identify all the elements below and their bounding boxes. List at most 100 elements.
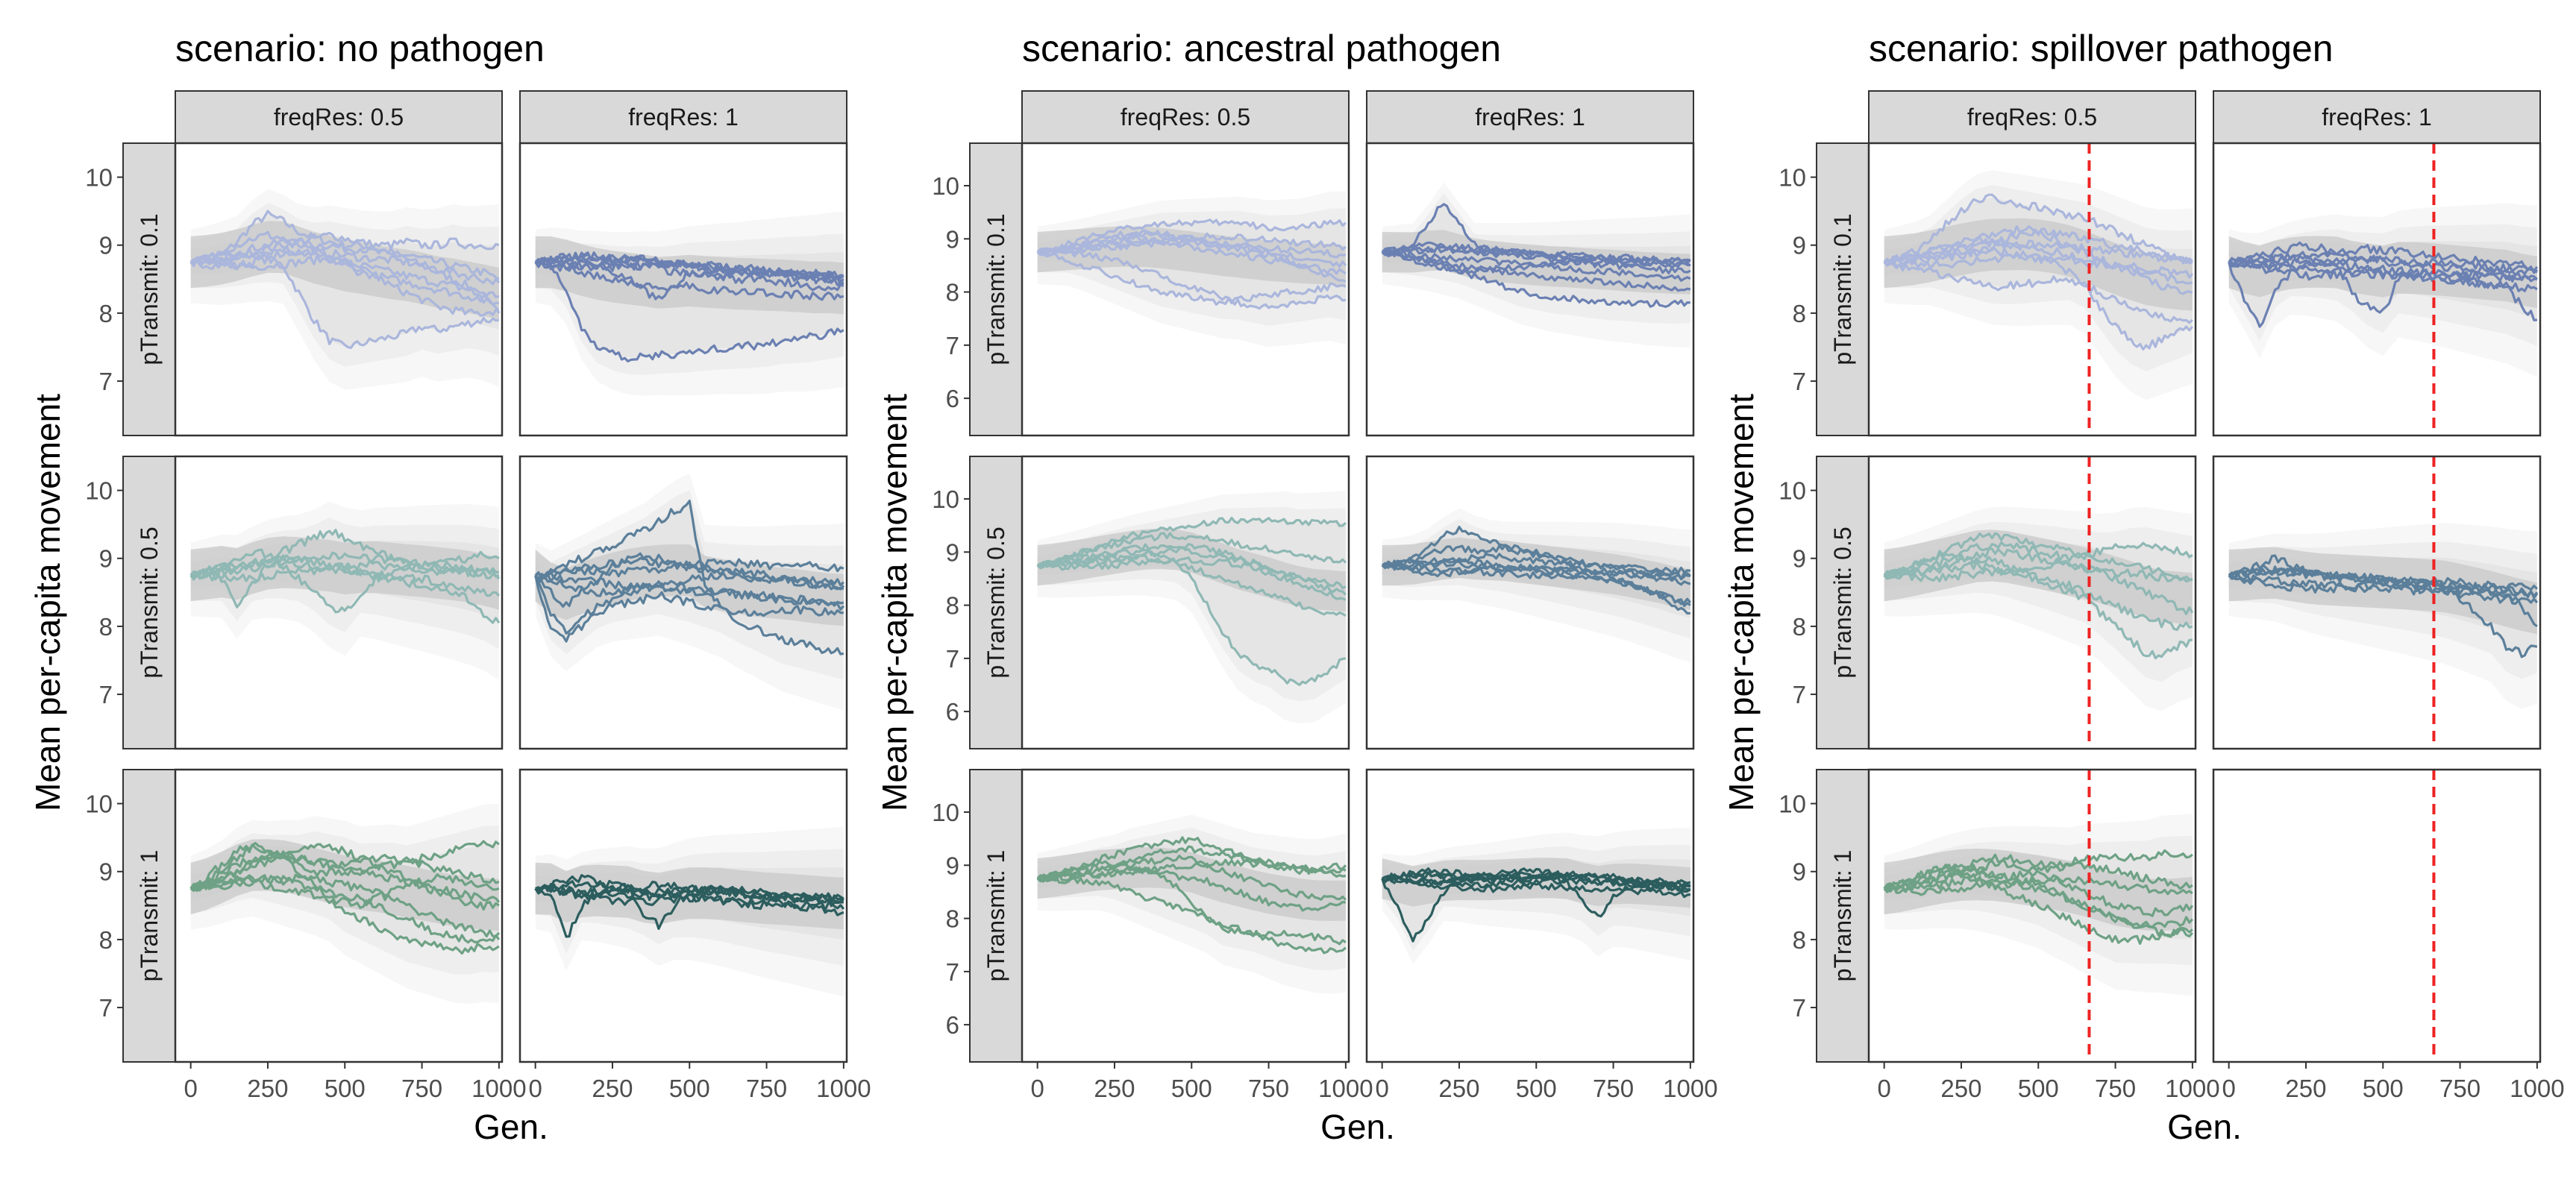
panel-border xyxy=(1365,455,1695,750)
panel-border xyxy=(518,142,848,437)
series-line xyxy=(1382,562,1690,615)
y-tick-label: 8 xyxy=(946,592,959,620)
col-strip-label: freqRes: 0.5 xyxy=(1967,104,2097,131)
x-tick-label: 0 xyxy=(1030,1075,1044,1102)
x-tick-label: 500 xyxy=(1516,1075,1557,1102)
panel-data xyxy=(1883,506,2194,711)
core-ribbon xyxy=(1037,528,1346,612)
row-strip xyxy=(1816,769,1870,1063)
y-tick-label: 6 xyxy=(946,1011,959,1039)
series-line xyxy=(189,850,500,890)
series-line xyxy=(189,560,500,582)
y-tick-label: 8 xyxy=(99,300,113,327)
row-strip-label: pTransmit: 0.1 xyxy=(983,213,1009,365)
col-strip-label: freqRes: 0.5 xyxy=(1121,104,1250,131)
row-strip xyxy=(122,142,176,436)
y-tick-label: 8 xyxy=(99,926,113,954)
row-strip xyxy=(1816,456,1870,749)
panel-data xyxy=(2228,523,2539,709)
y-tick-label: 9 xyxy=(946,225,959,253)
panel xyxy=(1021,142,1350,437)
series-line xyxy=(1036,230,1347,283)
x-tick-label: 250 xyxy=(1438,1075,1479,1102)
series-line xyxy=(1382,557,1691,581)
row-strip xyxy=(122,456,176,749)
panel-background xyxy=(2213,770,2540,1062)
series-line xyxy=(1883,227,2194,265)
series-line xyxy=(1883,560,2193,582)
panel-border xyxy=(174,142,504,437)
row-strip-label: pTransmit: 1 xyxy=(136,850,163,982)
panel-data xyxy=(189,803,501,1004)
panel-border xyxy=(1021,455,1350,750)
y-tick-label: 10 xyxy=(1779,477,1806,505)
panel-data xyxy=(1036,491,1347,724)
x-tick-label: 500 xyxy=(2363,1075,2404,1102)
panel-border xyxy=(1021,768,1350,1063)
panel-background xyxy=(175,456,502,749)
series-line xyxy=(1884,247,2194,279)
series-line xyxy=(534,574,845,611)
panel xyxy=(1021,455,1350,750)
y-tick-label: 7 xyxy=(99,681,113,708)
col-strip xyxy=(519,90,847,144)
series-line xyxy=(1037,532,1347,568)
series-line xyxy=(189,873,501,938)
series-line xyxy=(534,557,844,587)
y-tick-label: 8 xyxy=(99,613,113,641)
col-strip-label: freqRes: 1 xyxy=(2322,104,2432,131)
y-tick-label: 7 xyxy=(946,958,959,986)
x-tick-label: 0 xyxy=(1375,1075,1388,1102)
y-axis-title: Mean per-capita movement xyxy=(28,394,67,811)
y-axis-title: Mean per-capita movement xyxy=(875,394,914,811)
series-line xyxy=(2228,253,2537,314)
series-line xyxy=(1883,250,2194,350)
series-line xyxy=(1381,875,1691,899)
panel-data xyxy=(534,826,845,997)
y-tick-label: 8 xyxy=(1793,613,1806,641)
y-tick-label: 10 xyxy=(1779,790,1806,818)
series-line xyxy=(1036,232,1347,254)
y-tick-label: 8 xyxy=(946,279,959,306)
x-tick-label: 500 xyxy=(325,1075,366,1102)
series-line xyxy=(1382,559,1691,586)
x-tick-label: 0 xyxy=(1877,1075,1890,1102)
x-tick-label: 750 xyxy=(746,1075,787,1102)
x-tick-label: 1000 xyxy=(2510,1075,2564,1102)
y-tick-label: 9 xyxy=(946,852,959,879)
x-tick-label: 1000 xyxy=(1318,1075,1373,1102)
plots-layer: scenario: no pathogen freqRes: 0.5 freqRes… xyxy=(28,28,2565,1146)
y-tick-label: 7 xyxy=(99,368,113,395)
scenario-title: scenario: spillover pathogen xyxy=(1869,28,2334,69)
panel xyxy=(2212,142,2542,437)
series-line xyxy=(2228,244,2539,272)
y-tick-label: 7 xyxy=(1793,368,1806,395)
panel xyxy=(1867,142,2197,437)
series-line xyxy=(189,840,500,892)
series-line xyxy=(1382,251,1691,275)
row-strip-label: pTransmit: 0.5 xyxy=(136,526,163,678)
y-tick-label: 10 xyxy=(85,790,113,818)
col-strip-label: freqRes: 1 xyxy=(1475,104,1585,131)
x-tick-label: 1000 xyxy=(1663,1075,1717,1102)
x-tick-label: 750 xyxy=(1593,1075,1634,1102)
panel-data xyxy=(1883,170,2194,400)
row-strip xyxy=(969,142,1023,436)
y-tick-label: 8 xyxy=(1793,926,1806,954)
y-tick-label: 6 xyxy=(946,385,959,412)
y-tick-label: 6 xyxy=(946,698,959,726)
col-strip-label: freqRes: 1 xyxy=(628,104,739,131)
panel-background xyxy=(1022,143,1349,436)
series-line xyxy=(535,885,845,911)
panel-border xyxy=(1365,142,1695,437)
x-tick-label: 750 xyxy=(2439,1075,2481,1102)
y-tick-label: 8 xyxy=(946,905,959,933)
panel xyxy=(174,455,504,750)
series-line xyxy=(1883,560,2193,632)
panel-border xyxy=(1365,768,1695,1063)
y-tick-label: 9 xyxy=(1793,858,1806,886)
series-line xyxy=(190,854,501,903)
panel: 0 250 500 750 1000 xyxy=(1021,768,1373,1102)
series-line xyxy=(190,874,501,944)
series-line xyxy=(1884,875,2193,896)
